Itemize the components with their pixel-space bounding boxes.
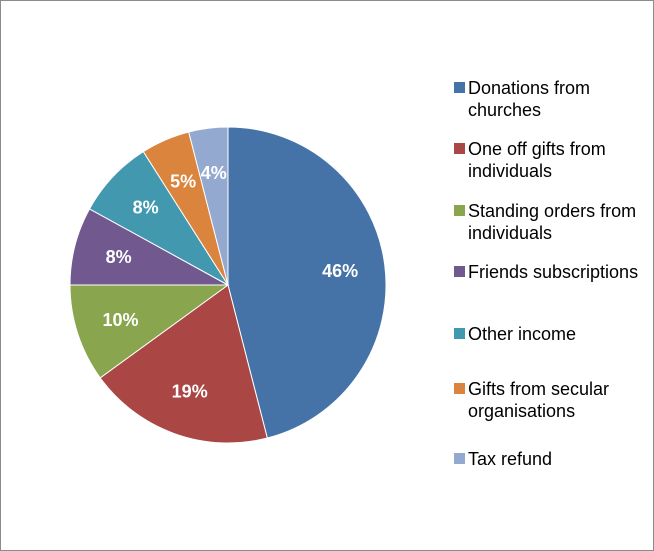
legend-label-7: Tax refund xyxy=(468,449,553,469)
legend-swatch-4 xyxy=(454,266,465,277)
slice-data-label-3: 10% xyxy=(102,310,138,330)
slice-data-label-6: 5% xyxy=(170,171,196,191)
legend-swatch-3 xyxy=(454,205,465,216)
legend-swatch-5 xyxy=(454,328,465,339)
legend-label-5: Other income xyxy=(468,324,577,344)
legend-label-3: Standing orders from individuals xyxy=(468,201,637,243)
legend-swatch-7 xyxy=(454,453,465,464)
slice-data-label-1: 46% xyxy=(322,261,358,281)
legend-swatch-6 xyxy=(454,383,465,394)
pie-slice-7 xyxy=(188,126,229,286)
pie-slice-1 xyxy=(227,126,387,439)
slice-data-label-5: 8% xyxy=(133,198,159,218)
slice-data-label-4: 8% xyxy=(106,247,132,267)
legend-label-6: Gifts from secular organisations xyxy=(468,379,610,421)
legend-swatch-1 xyxy=(454,82,465,93)
slice-data-label-7: 4% xyxy=(201,163,227,183)
pie-slice-2 xyxy=(99,284,268,444)
legend-label-1: Donations from churches xyxy=(468,78,591,120)
pie-slice-3 xyxy=(69,284,230,379)
legend-label-2: One off gifts from individuals xyxy=(468,139,606,181)
slice-data-label-2: 19% xyxy=(172,381,208,401)
legend-label-4: Friends subscriptions xyxy=(468,262,639,282)
legend-swatch-2 xyxy=(454,143,465,154)
